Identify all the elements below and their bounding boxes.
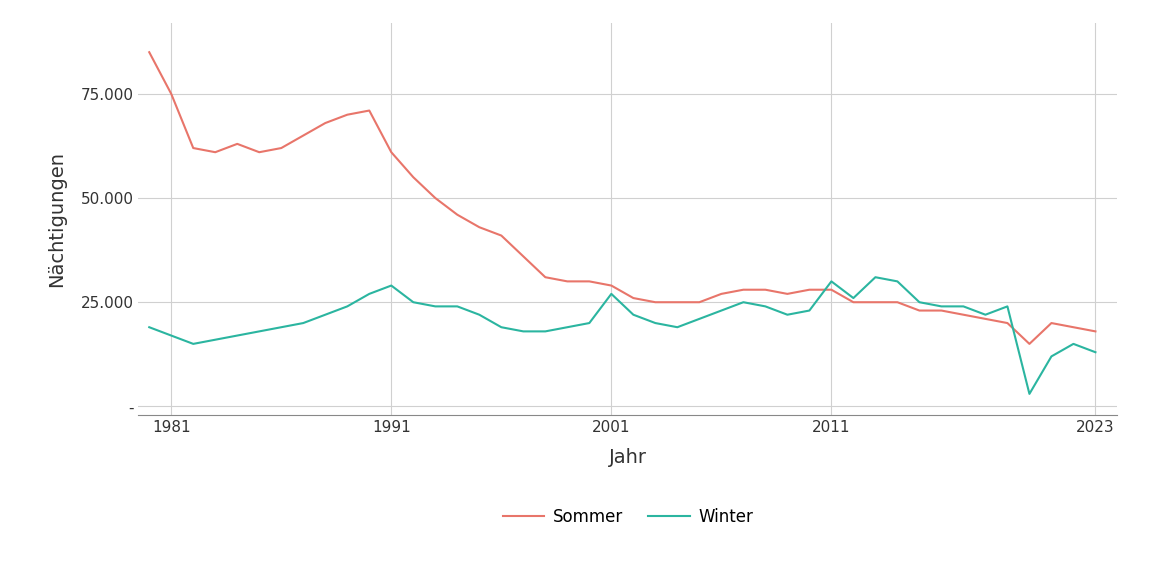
Sommer xyxy=(318,120,332,127)
Sommer xyxy=(934,307,948,314)
Winter xyxy=(1023,391,1037,397)
Winter xyxy=(363,290,377,297)
Winter xyxy=(627,311,641,318)
Sommer xyxy=(538,274,552,281)
Winter xyxy=(165,332,179,339)
Sommer xyxy=(165,90,179,97)
Winter xyxy=(890,278,904,285)
Sommer xyxy=(340,111,354,118)
Winter xyxy=(825,278,839,285)
Sommer xyxy=(209,149,222,156)
Sommer xyxy=(1023,340,1037,347)
Winter xyxy=(780,311,794,318)
Sommer xyxy=(143,49,157,56)
Winter xyxy=(340,303,354,310)
Winter xyxy=(934,303,948,310)
Sommer xyxy=(670,299,684,306)
Winter xyxy=(714,307,728,314)
Sommer xyxy=(912,307,926,314)
Winter xyxy=(649,320,662,327)
Sommer xyxy=(1067,324,1081,331)
Sommer xyxy=(803,286,817,293)
Winter xyxy=(847,294,861,301)
Winter xyxy=(869,274,882,281)
Sommer xyxy=(869,299,882,306)
Sommer xyxy=(187,145,200,151)
Sommer xyxy=(978,316,992,323)
Sommer xyxy=(1089,328,1102,335)
Winter xyxy=(209,336,222,343)
Legend: Sommer, Winter: Sommer, Winter xyxy=(497,501,759,533)
Winter xyxy=(956,303,970,310)
Sommer xyxy=(472,223,486,230)
Winter xyxy=(230,332,244,339)
Winter xyxy=(1067,340,1081,347)
Winter xyxy=(583,320,597,327)
Winter xyxy=(912,299,926,306)
Winter xyxy=(1089,348,1102,355)
Sommer xyxy=(450,211,464,218)
Winter xyxy=(385,282,399,289)
Sommer xyxy=(407,174,420,181)
Winter xyxy=(187,340,200,347)
Line: Winter: Winter xyxy=(150,277,1096,394)
Winter xyxy=(978,311,992,318)
Winter xyxy=(670,324,684,331)
Sommer xyxy=(230,141,244,147)
Sommer xyxy=(363,107,377,114)
Sommer xyxy=(252,149,266,156)
Winter xyxy=(296,320,310,327)
Sommer xyxy=(758,286,772,293)
Sommer xyxy=(516,253,530,260)
Winter xyxy=(560,324,574,331)
Winter xyxy=(803,307,817,314)
Sommer xyxy=(692,299,706,306)
Sommer xyxy=(1045,320,1059,327)
Sommer xyxy=(605,282,619,289)
Winter xyxy=(605,290,619,297)
Sommer xyxy=(649,299,662,306)
Line: Sommer: Sommer xyxy=(150,52,1096,344)
Winter xyxy=(318,311,332,318)
Winter xyxy=(1045,353,1059,360)
Sommer xyxy=(890,299,904,306)
Sommer xyxy=(825,286,839,293)
Winter xyxy=(736,299,750,306)
Winter xyxy=(252,328,266,335)
Winter xyxy=(472,311,486,318)
Sommer xyxy=(736,286,750,293)
Winter xyxy=(429,303,442,310)
Sommer xyxy=(560,278,574,285)
Winter xyxy=(274,324,288,331)
Sommer xyxy=(296,132,310,139)
Winter xyxy=(538,328,552,335)
Sommer xyxy=(429,195,442,202)
Sommer xyxy=(714,290,728,297)
Winter xyxy=(758,303,772,310)
X-axis label: Jahr: Jahr xyxy=(609,449,646,468)
Sommer xyxy=(956,311,970,318)
Sommer xyxy=(847,299,861,306)
Sommer xyxy=(1000,320,1014,327)
Winter xyxy=(494,324,508,331)
Sommer xyxy=(780,290,794,297)
Sommer xyxy=(583,278,597,285)
Sommer xyxy=(385,149,399,156)
Sommer xyxy=(274,145,288,151)
Winter xyxy=(407,299,420,306)
Winter xyxy=(1000,303,1014,310)
Sommer xyxy=(627,294,641,301)
Sommer xyxy=(494,232,508,239)
Y-axis label: Nächtigungen: Nächtigungen xyxy=(47,151,67,287)
Winter xyxy=(516,328,530,335)
Winter xyxy=(692,316,706,323)
Winter xyxy=(143,324,157,331)
Winter xyxy=(450,303,464,310)
